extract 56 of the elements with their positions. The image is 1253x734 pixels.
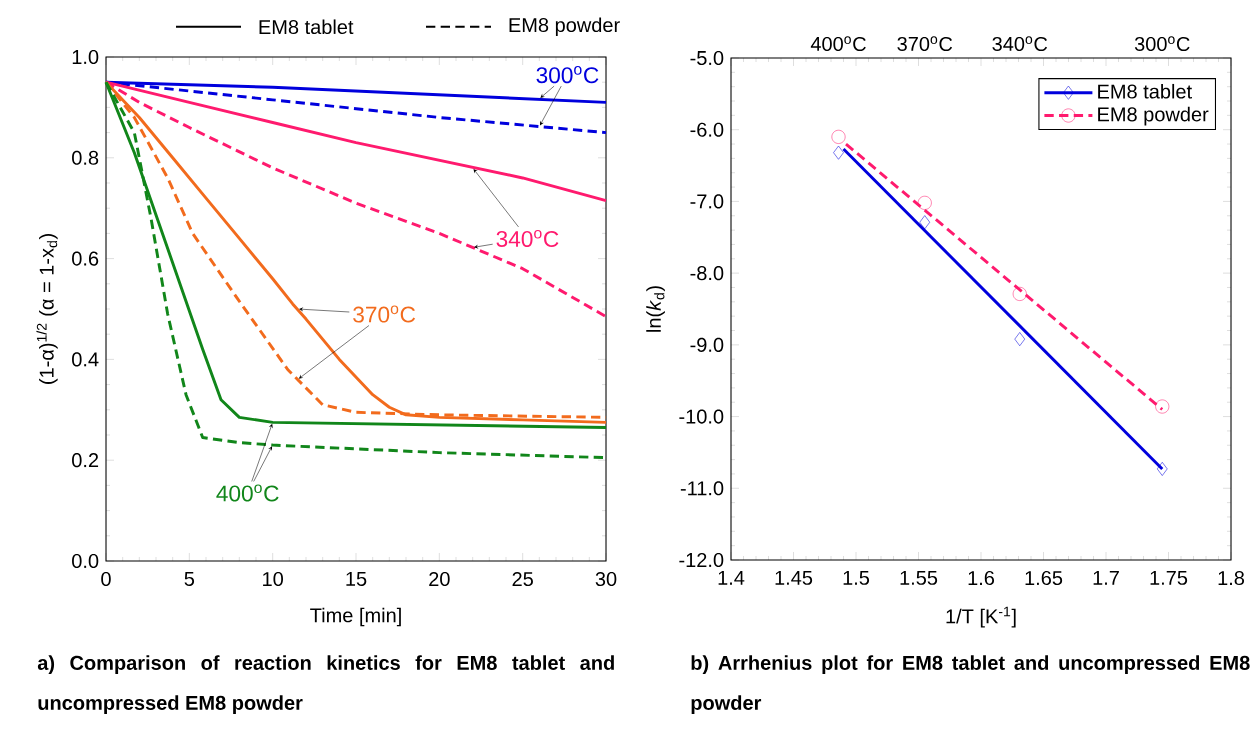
annotation: 400$^{o}$C	[216, 484, 279, 502]
text: 300$^{o}$C	[1134, 36, 1190, 52]
x-tick-label: 20	[429, 571, 450, 587]
y-tick-label: 1.0	[72, 49, 99, 65]
text: a) Comparison of reaction kinetics for EM8 tablet and uncompressed EM8 powder	[37, 655, 614, 714]
point	[1156, 461, 1168, 476]
x-tick-label: 1.55	[900, 570, 938, 585]
x-tick-label: 0	[101, 571, 111, 587]
text: 400$^{o}$C	[810, 36, 866, 52]
y-tick-label: 0.0	[72, 553, 99, 569]
x-tick-label: 1.5	[843, 570, 870, 585]
annotation: 370$^{o}$C	[353, 305, 416, 323]
text: EM8 tablet	[259, 19, 354, 35]
point	[831, 129, 846, 144]
point	[917, 195, 932, 210]
x-tick-label: 1.45	[775, 570, 813, 585]
y-tick-label: 0.4	[72, 352, 99, 367]
y-tick-label: -11.0	[680, 481, 724, 496]
x-tick-label: 1.75	[1150, 570, 1188, 585]
x-tick-label: 1.65	[1025, 570, 1063, 586]
x-axis-title: 1/T [K$^{-1}$]	[946, 606, 1016, 628]
y-axis-title: (1-α)$^{1/2}$ (α = 1-x$_{d}$)	[36, 234, 58, 384]
y-tick-label: -9.0	[690, 337, 724, 352]
point	[1012, 287, 1027, 301]
text: b) Arrhenius plot for EM8 tablet and uncompressed EM8 powder	[691, 655, 1250, 714]
point	[1155, 399, 1170, 414]
x-tick-label: 5	[184, 571, 195, 586]
x-tick-label: 1.8	[1218, 570, 1245, 586]
y-tick-label: 0.2	[72, 453, 99, 468]
y-tick-label: -8.0	[690, 266, 724, 281]
y-tick-label: -10.0	[679, 409, 724, 424]
y-axis-title: ln(k$_{d}$)	[646, 286, 665, 332]
y-tick-label: 0.8	[72, 150, 99, 165]
y-tick-label: -5.0	[690, 50, 724, 66]
text: EM8 powder	[509, 17, 620, 37]
x-tick-label: 1.6	[968, 570, 995, 586]
x-axis-title: Time [min]	[310, 607, 401, 627]
legend-label: EM8 powder	[1098, 106, 1209, 126]
x-tick-label: 1.4	[718, 570, 745, 585]
x-tick-label: 30	[595, 571, 617, 587]
point	[919, 215, 931, 230]
point	[833, 145, 844, 160]
y-tick-label: -6.0	[690, 122, 724, 137]
annotation: 300$^{o}$C	[536, 66, 599, 84]
x-tick-label: 15	[346, 571, 367, 586]
x-tick-label: 1.7	[1093, 570, 1119, 585]
text: 340$^{o}$C	[992, 36, 1048, 52]
annotation: 340$^{o}$C	[496, 229, 559, 247]
x-tick-label: 25	[512, 571, 533, 587]
x-tick-label: 10	[263, 571, 283, 587]
point	[1014, 332, 1026, 347]
y-tick-label: -7.0	[690, 194, 724, 209]
legend-label: EM8 tablet	[1098, 83, 1192, 99]
y-tick-label: 0.6	[72, 251, 99, 266]
text: 370$^{o}$C	[897, 36, 953, 52]
y-tick-label: -12.0	[679, 552, 724, 568]
